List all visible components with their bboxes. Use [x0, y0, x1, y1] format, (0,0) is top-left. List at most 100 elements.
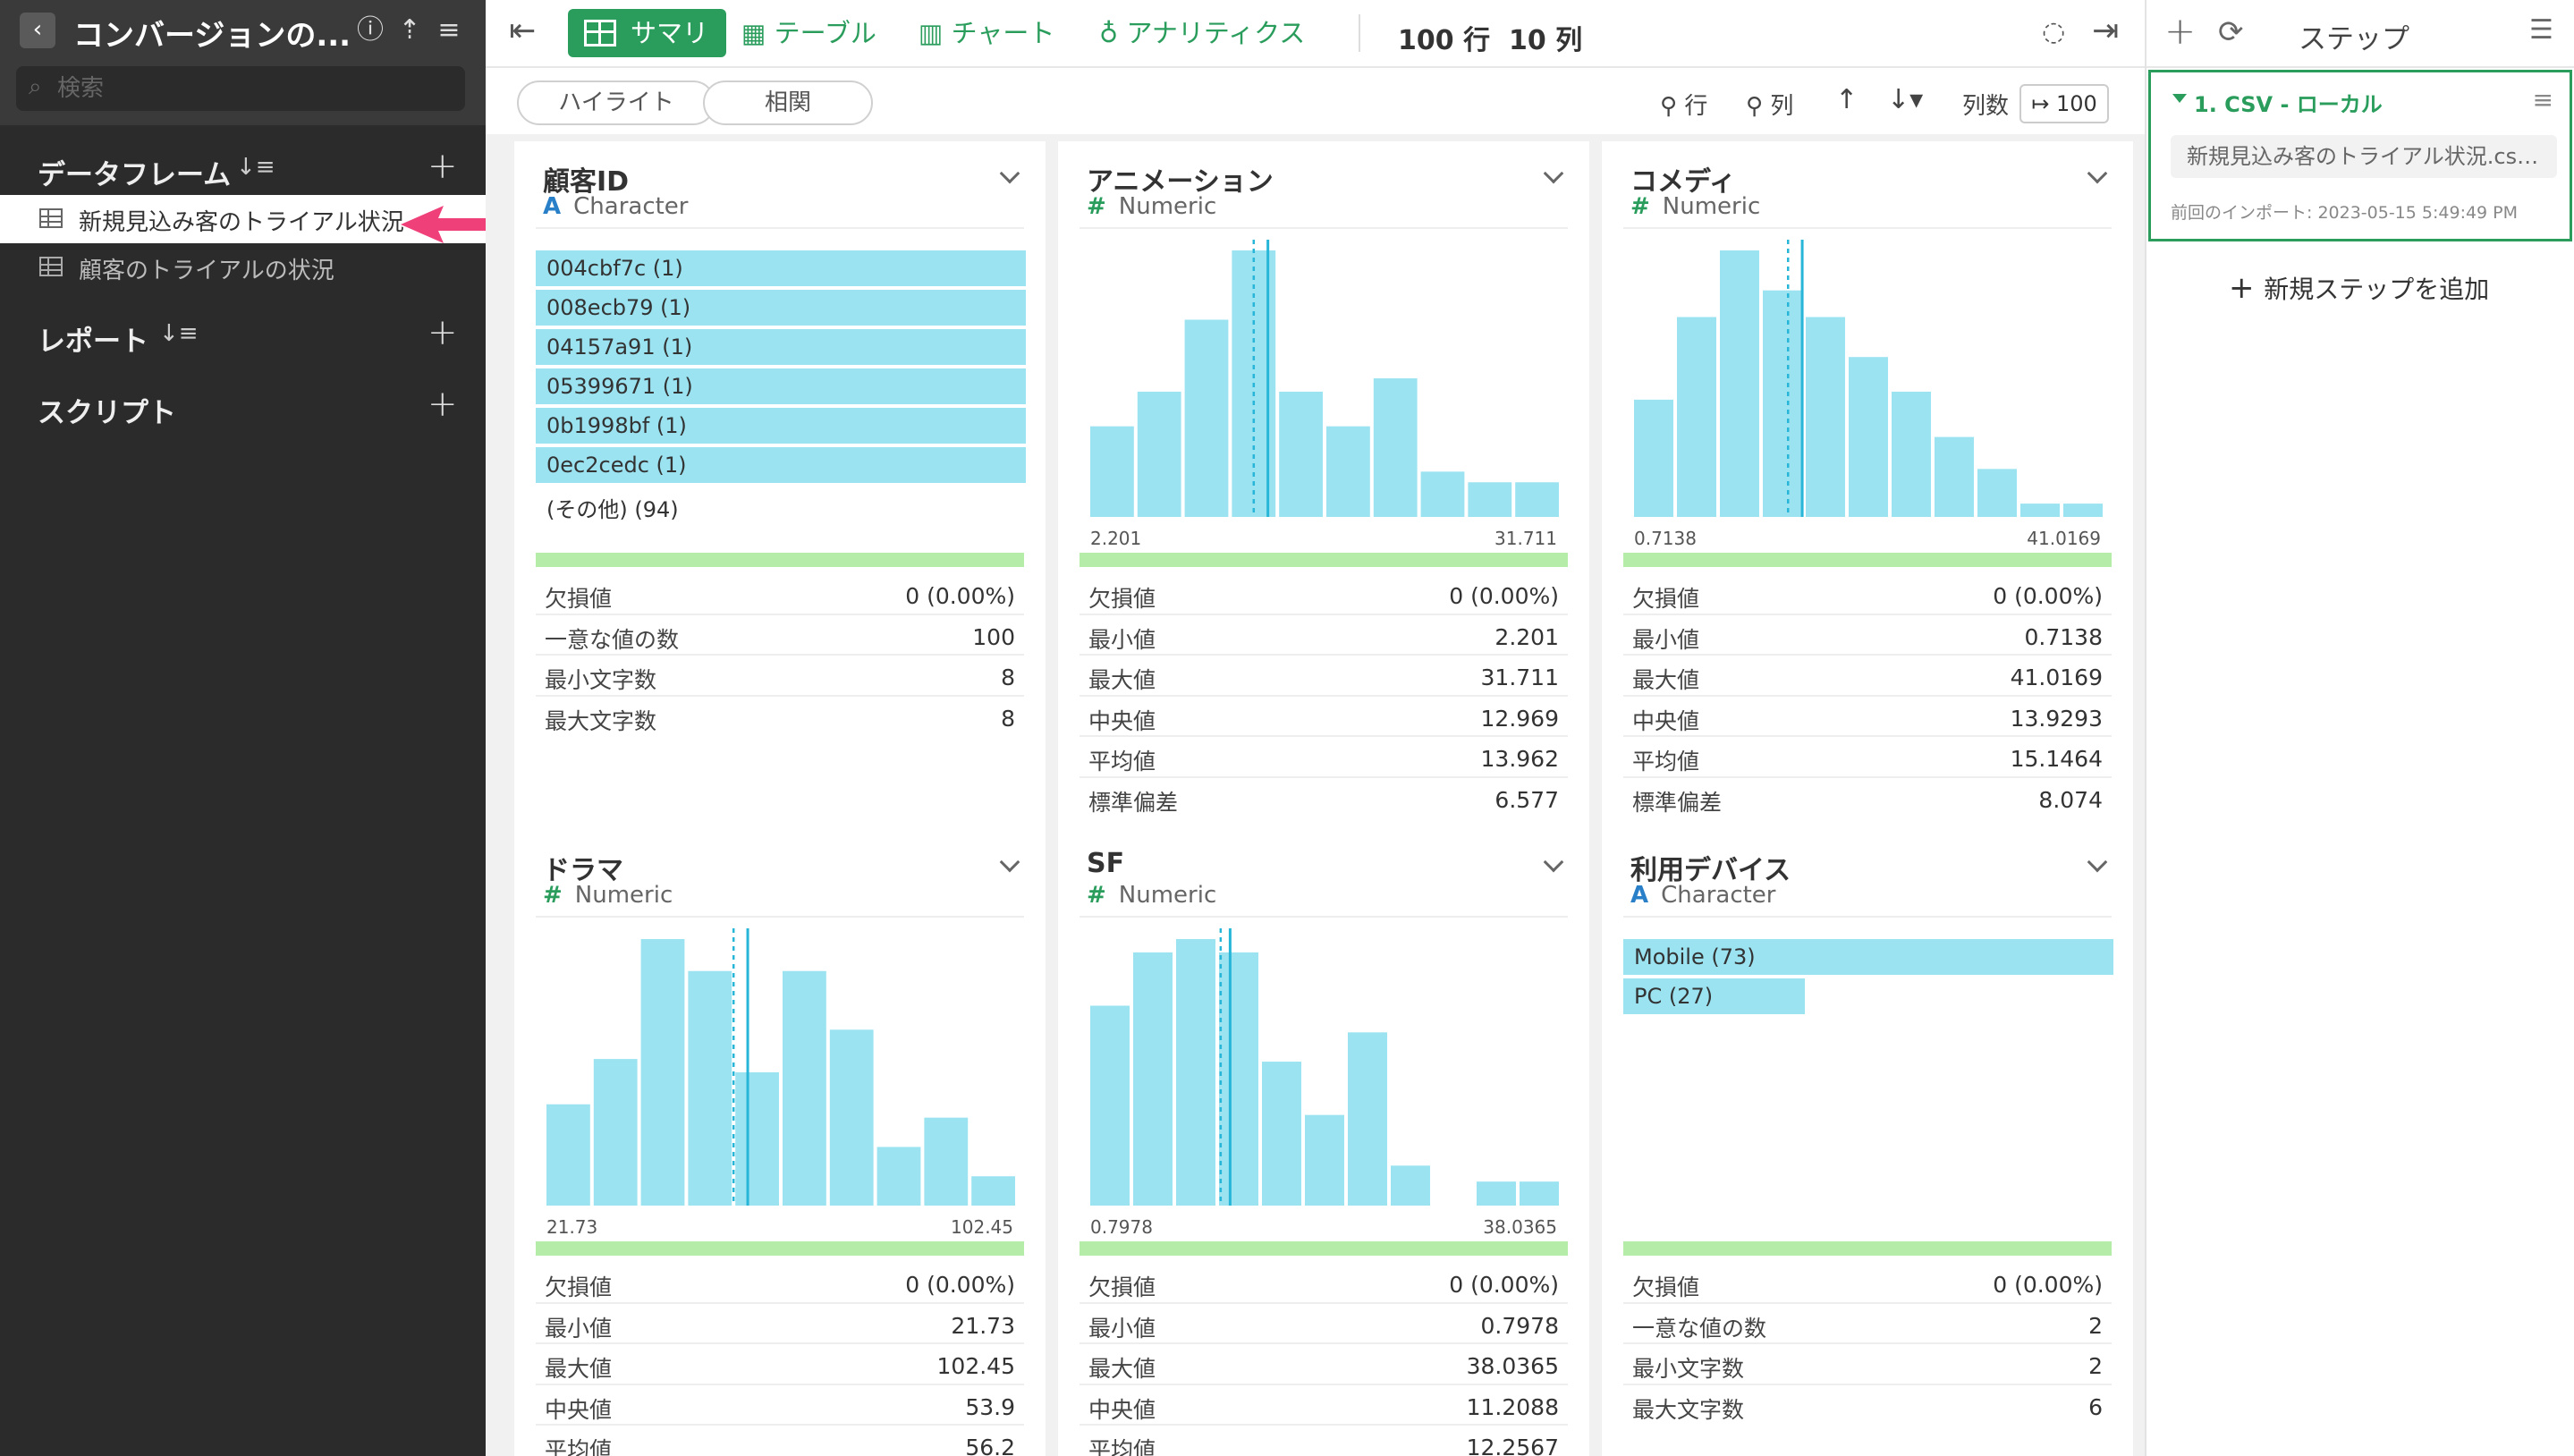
chevron-down-icon[interactable]: [1543, 163, 1564, 184]
chevron-down-icon[interactable]: [2087, 163, 2108, 184]
chevron-down-icon[interactable]: [2087, 851, 2108, 873]
collapse-right-icon[interactable]: ⇥: [2092, 13, 2120, 49]
histogram-bar[interactable]: [1262, 1062, 1301, 1206]
column-summary-card: SF # Numeric 0.7978 38.0365 欠損値 0 (0.00%) 最小値 0.…: [1058, 830, 1589, 1456]
histogram-bar[interactable]: [1137, 391, 1181, 517]
tab-table[interactable]: ▦ テーブル: [741, 18, 876, 48]
histogram-bar[interactable]: [1176, 939, 1215, 1206]
stat-row: 平均値 13.962: [1080, 737, 1568, 778]
histogram-bar[interactable]: [1720, 250, 1759, 517]
histogram-bar[interactable]: [640, 939, 685, 1206]
highlight-button[interactable]: ハイライト: [517, 80, 715, 125]
stat-label: 最小文字数: [545, 667, 657, 693]
histogram-bar[interactable]: [593, 1059, 638, 1206]
back-button[interactable]: ‹: [20, 13, 55, 48]
histogram-bar[interactable]: [1326, 426, 1370, 517]
histogram-bar[interactable]: [1420, 471, 1465, 517]
sort-up-icon[interactable]: ↑: [1835, 84, 1859, 115]
histogram-bar[interactable]: [1634, 399, 1673, 517]
add-step-button[interactable]: + 新規ステップを追加: [2229, 270, 2490, 306]
histogram-bar[interactable]: [546, 1104, 590, 1206]
histogram-bar[interactable]: [1520, 1181, 1559, 1206]
histogram-bar[interactable]: [1090, 426, 1134, 517]
sort-icon[interactable]: ↓≡: [236, 154, 275, 181]
collapse-left-icon[interactable]: ⇤: [509, 13, 537, 49]
histogram-bar[interactable]: [2063, 504, 2103, 517]
histogram-bar[interactable]: [1279, 391, 1323, 517]
correlation-button[interactable]: 相関: [703, 80, 873, 125]
column-type: # Numeric: [1087, 193, 1216, 220]
histogram-bar[interactable]: [1090, 1005, 1130, 1206]
histogram-bar[interactable]: [1184, 319, 1229, 517]
histogram-bar[interactable]: [1935, 436, 1974, 517]
histogram-bar[interactable]: [1219, 952, 1258, 1206]
upload-icon[interactable]: ⇡: [398, 14, 421, 46]
sort-down-icon[interactable]: ↓▾: [1887, 84, 1924, 115]
sidebar-item-dataframe[interactable]: 顧客のトライアルの状況: [0, 243, 486, 292]
histogram-bar[interactable]: [1892, 391, 1931, 517]
comment-icon[interactable]: ◌: [2042, 16, 2066, 47]
histogram-bar[interactable]: [1305, 1114, 1344, 1206]
settings-sliders-icon[interactable]: ☰: [2529, 14, 2553, 46]
category-item[interactable]: 0b1998bf (1): [536, 406, 1026, 445]
histogram-bar[interactable]: [1477, 1181, 1516, 1206]
column-filter-button[interactable]: ⚲ 列: [1746, 93, 1794, 120]
category-item[interactable]: 0ec2cedc (1): [536, 445, 1026, 485]
add-report-button[interactable]: +: [428, 312, 458, 353]
histogram-bar[interactable]: [688, 970, 732, 1206]
add-dataframe-button[interactable]: +: [428, 146, 458, 187]
histogram-bar[interactable]: [1806, 317, 1845, 518]
add-icon[interactable]: +: [2164, 9, 2197, 53]
histogram-bar[interactable]: [1133, 952, 1173, 1206]
refresh-icon[interactable]: ⟳: [2218, 14, 2244, 50]
category-bar: [536, 447, 1026, 483]
histogram-bar[interactable]: [829, 1029, 874, 1206]
info-icon[interactable]: ⓘ: [357, 14, 384, 46]
category-item[interactable]: 008ecb79 (1): [536, 288, 1026, 327]
histogram-bar[interactable]: [876, 1147, 921, 1206]
chevron-down-icon[interactable]: [999, 851, 1020, 873]
histogram-bar[interactable]: [2020, 504, 2060, 517]
histogram-bar[interactable]: [1468, 482, 1512, 517]
column-count-input[interactable]: ↦ 100: [2019, 84, 2109, 123]
tab-summary[interactable]: サマリ: [568, 9, 727, 57]
step-card[interactable]: 1. CSV - ローカル ≡ 新規見込み客のトライアル状況.csv,... 前…: [2148, 70, 2572, 241]
stat-label: 最小値: [545, 1315, 613, 1342]
histogram-bar[interactable]: [1515, 482, 1559, 517]
stat-value: 12.969: [1480, 705, 1559, 732]
category-item[interactable]: 05399671 (1): [536, 367, 1026, 406]
category-label: Mobile (73): [1634, 944, 1756, 969]
category-item[interactable]: PC (27): [1623, 977, 2113, 1016]
histogram-bar[interactable]: [1763, 290, 1802, 517]
category-item[interactable]: 04157a91 (1): [536, 327, 1026, 367]
stat-row: 標準偏差 8.074: [1623, 778, 2112, 819]
histogram-bar[interactable]: [1849, 357, 1888, 517]
chevron-down-icon[interactable]: [999, 163, 1020, 184]
histogram-bar[interactable]: [1373, 378, 1418, 517]
histogram-bar[interactable]: [1391, 1165, 1430, 1206]
stat-label: 標準偏差: [1088, 789, 1179, 816]
stat-value: 38.0365: [1466, 1353, 1559, 1379]
histogram-bar[interactable]: [1348, 1032, 1387, 1206]
category-item[interactable]: Mobile (73): [1623, 937, 2113, 977]
stat-row: 欠損値 0 (0.00%): [1623, 1263, 2112, 1304]
histogram-bar[interactable]: [971, 1176, 1015, 1206]
tab-chart[interactable]: ▥ チャート: [919, 18, 1055, 48]
histogram-bar[interactable]: [783, 970, 826, 1206]
histogram-bar[interactable]: [924, 1117, 969, 1206]
tab-analytics[interactable]: ♁ アナリティクス: [1099, 18, 1306, 48]
chevron-down-icon[interactable]: [1543, 851, 1564, 873]
histogram-bar[interactable]: [735, 1072, 779, 1206]
histogram-bar[interactable]: [1977, 469, 2017, 517]
sort-icon[interactable]: ↓≡: [159, 320, 199, 347]
category-item[interactable]: 004cbf7c (1): [536, 249, 1026, 288]
caret-down-icon[interactable]: [2172, 94, 2187, 103]
row-filter-button[interactable]: ⚲ 行: [1660, 93, 1708, 120]
histogram-bar[interactable]: [1677, 317, 1716, 518]
menu-icon[interactable]: ≡: [437, 14, 461, 46]
sidebar-item-dataframe[interactable]: 新規見込み客のトライアル状況: [0, 195, 486, 243]
add-script-button[interactable]: +: [428, 384, 458, 425]
search-input[interactable]: [57, 72, 451, 106]
numeric-type-icon: #: [1087, 193, 1106, 220]
step-menu-icon[interactable]: ≡: [2532, 85, 2553, 114]
